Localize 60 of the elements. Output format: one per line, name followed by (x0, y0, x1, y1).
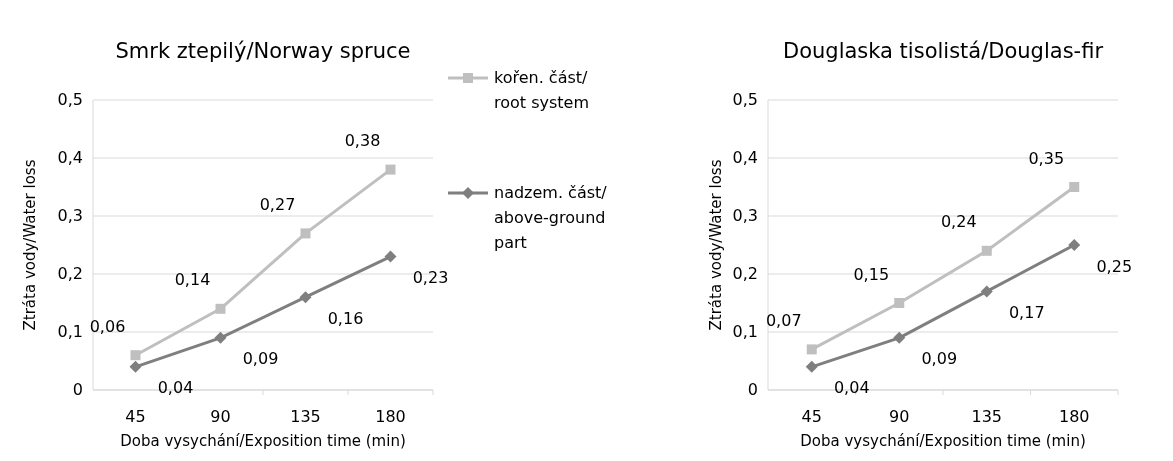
y-tick-label: 0,1 (732, 321, 758, 341)
x-tick-label: 135 (290, 407, 321, 426)
data-label: 0,14 (174, 270, 211, 290)
point (806, 344, 817, 355)
y-tick-label: 0,2 (57, 263, 83, 283)
data-label: 0,09 (242, 349, 279, 369)
point (214, 331, 227, 344)
x-tick-label: 90 (210, 407, 231, 426)
y-tick-label: 0,3 (732, 205, 758, 225)
data-label: 0,23 (412, 268, 449, 288)
data-label: 0,04 (157, 378, 194, 398)
legend-label: nadzem. část/ above-ground part (494, 182, 608, 252)
chart-title: Douglaska tisolistá/Douglas-fir (782, 39, 1104, 63)
y-axis-title: Ztráta vody/Water loss (20, 159, 39, 331)
x-axis-title: Doba vysychání/Exposition time (min) (120, 432, 406, 450)
point (805, 360, 818, 373)
point (980, 285, 993, 298)
point (894, 298, 905, 308)
y-tick-label: 0,2 (732, 263, 758, 283)
data-label: 0,07 (765, 310, 802, 330)
y-tick-label: 0,1 (57, 321, 83, 341)
point (384, 250, 397, 263)
x-axis-title: Doba vysychání/Exposition time (min) (800, 432, 1086, 450)
data-label: 0,16 (327, 308, 364, 328)
data-label: 0,17 (1008, 302, 1045, 322)
point (1069, 182, 1080, 192)
x-tick-label: 45 (801, 407, 822, 426)
point (385, 164, 396, 175)
point (130, 350, 141, 361)
point (981, 245, 992, 256)
point (215, 303, 226, 314)
point (129, 360, 142, 373)
data-label: 0,35 (1028, 148, 1065, 168)
data-label: 0,24 (940, 212, 977, 232)
point (300, 228, 311, 239)
chart-title: Smrk ztepilý/Norway spruce (115, 39, 411, 63)
y-tick-label: 0 (747, 379, 758, 399)
point (299, 291, 312, 304)
data-label: 0,09 (921, 349, 958, 369)
x-tick-label: 180 (1058, 407, 1090, 426)
point (893, 331, 906, 344)
x-tick-label: 90 (889, 407, 910, 426)
y-tick-label: 0,3 (57, 205, 83, 225)
x-tick-label: 135 (971, 407, 1003, 426)
y-tick-label: 0,5 (57, 89, 83, 109)
legend-label: kořen. část/ root system (494, 67, 590, 112)
data-label: 0,25 (1096, 256, 1133, 276)
data-label: 0,06 (89, 316, 126, 336)
data-label: 0,27 (259, 194, 296, 214)
x-tick-label: 180 (375, 407, 406, 426)
data-label: 0,04 (833, 378, 870, 398)
point (1068, 239, 1081, 251)
y-tick-label: 0 (72, 379, 83, 399)
y-tick-label: 0,4 (732, 147, 758, 167)
data-label: 0,38 (344, 131, 381, 151)
data-label: 0,15 (853, 264, 890, 284)
x-tick-label: 45 (125, 407, 146, 426)
y-tick-label: 0,5 (732, 89, 758, 109)
y-axis-title: Ztráta vody/Water loss (706, 159, 725, 331)
y-tick-label: 0,4 (57, 147, 83, 167)
